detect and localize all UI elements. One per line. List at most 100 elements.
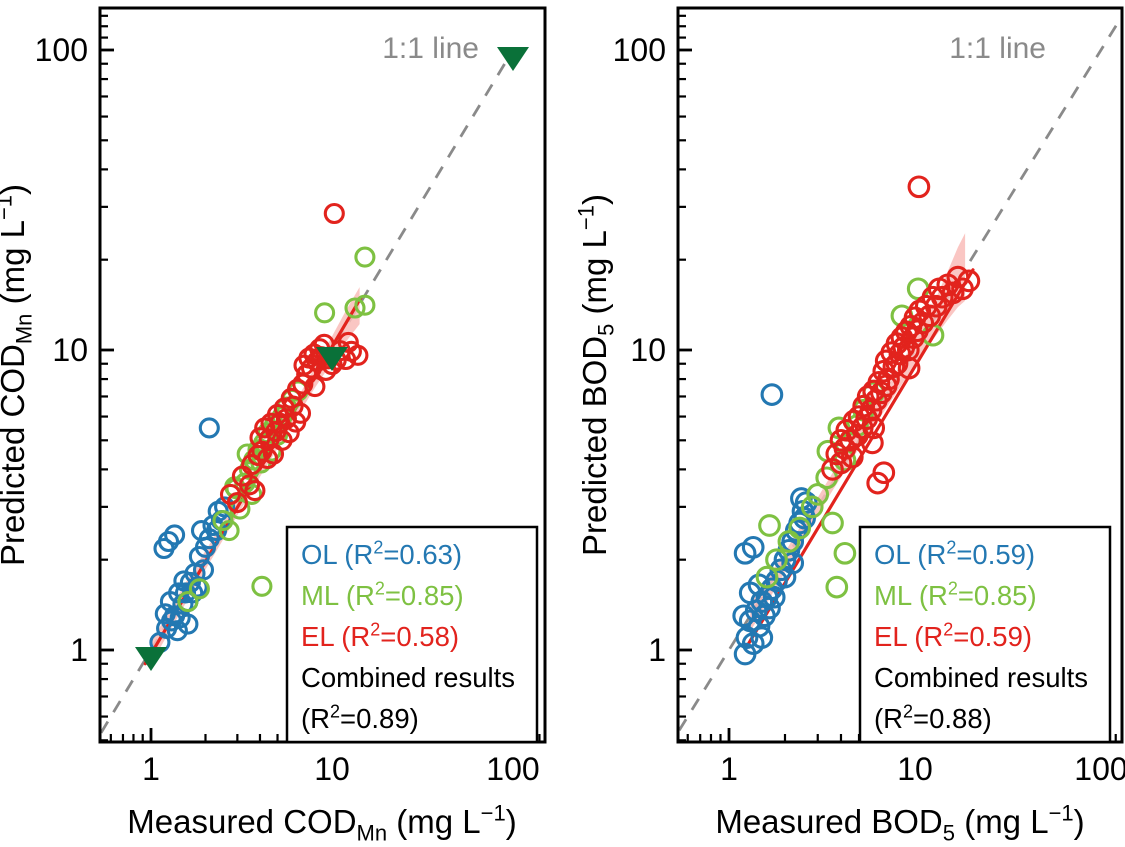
ol-data-point: [192, 559, 215, 581]
ml-data-point: [777, 530, 801, 553]
legend-entry-el: EL (R2=0.59): [874, 620, 1032, 652]
ol-data-point: [164, 524, 186, 546]
label-segment: =0.63): [383, 539, 462, 570]
one-to-one-triangle-marker: [135, 647, 167, 671]
y-tick-label: 1: [648, 632, 666, 668]
el-data-point: [861, 431, 884, 455]
label-segment: =0.59): [956, 539, 1035, 570]
label-segment: Measured COD: [127, 803, 356, 840]
ml-data-point: [765, 548, 788, 572]
legend-entry-combined-label: Combined results: [301, 662, 515, 693]
label-segment: =0.58): [380, 621, 459, 652]
label-segment: 2: [373, 538, 383, 558]
label-segment: 2: [370, 620, 380, 640]
label-segment: ML (R: [301, 580, 375, 611]
x-axis-label: Measured CODMn (mg L−1): [127, 801, 516, 846]
legend-entry-el: EL (R2=0.58): [301, 620, 459, 652]
y-tick-label: 100: [35, 32, 88, 68]
label-segment: ): [1074, 803, 1085, 840]
series-el: [219, 202, 369, 514]
label-segment: OL (R: [874, 539, 946, 570]
one-to-one-label: 1:1 line: [949, 32, 1046, 65]
el-data-point: [957, 269, 981, 293]
el-data-point: [244, 480, 266, 502]
el-data-point: [226, 492, 248, 514]
el-data-point: [323, 202, 345, 225]
el-data-point: [304, 376, 326, 398]
legend-entry-combined-r2: (R2=0.88): [874, 702, 992, 734]
label-segment: Predicted COD: [0, 344, 31, 566]
el-data-point: [872, 461, 896, 485]
el-data-point: [238, 474, 261, 496]
one-to-one-triangle-marker: [316, 347, 348, 371]
el-data-point: [278, 422, 300, 444]
label-segment: =0.59): [953, 621, 1032, 652]
ol-data-point: [750, 626, 774, 649]
label-segment: ): [506, 803, 517, 840]
x-axis-label: Measured BOD5 (mg L−1): [715, 801, 1084, 846]
label-segment: −1: [481, 801, 506, 826]
ml-data-point: [354, 246, 376, 268]
ml-data-point: [236, 443, 258, 465]
ml-data-point: [354, 294, 376, 316]
legend-box: [858, 525, 1112, 744]
label-segment: 2: [330, 702, 340, 722]
el-data-point: [930, 285, 954, 309]
x-tick-label: 10: [897, 751, 933, 787]
label-segment: OL (R: [301, 539, 373, 570]
series-el: [821, 175, 981, 495]
x-tick-label: 100: [486, 751, 539, 787]
ol-data-point: [190, 520, 213, 542]
ol-data-point: [166, 620, 188, 642]
label-segment: Measured BOD: [715, 803, 942, 840]
ol-data-point: [762, 585, 786, 609]
y-tick-label: 1: [70, 632, 88, 668]
legend-box: [285, 525, 539, 744]
label-segment: =0.88): [913, 703, 992, 734]
ol-data-point: [732, 604, 756, 628]
ol-data-point: [741, 535, 765, 559]
label-segment: 5: [593, 324, 618, 336]
ml-data-point: [314, 302, 336, 324]
label-segment: −1: [0, 195, 17, 220]
el-data-point: [840, 445, 864, 469]
ml-data-point: [755, 565, 779, 589]
label-segment: =0.89): [340, 703, 419, 734]
ol-data-point: [177, 613, 199, 635]
el-data-point: [289, 402, 312, 424]
label-segment: (mg L: [387, 803, 481, 840]
legend-entry-ml: ML (R2=0.85): [874, 579, 1037, 611]
label-segment: ML (R: [874, 580, 948, 611]
label-segment: ): [0, 184, 31, 195]
label-segment: −1: [574, 205, 599, 230]
el-data-point: [347, 344, 369, 366]
ml-data-point: [218, 520, 240, 542]
label-segment: 2: [948, 579, 958, 599]
ol-data-point: [198, 417, 220, 439]
legend-entry-ol: OL (R2=0.63): [301, 538, 462, 570]
ml-data-point: [821, 511, 844, 535]
one-to-one-label: 1:1 line: [382, 32, 479, 65]
ol-data-point: [735, 626, 759, 649]
ol-data-point: [153, 537, 175, 560]
label-segment: Mn: [11, 314, 36, 345]
ml-data-point: [177, 591, 199, 613]
y-tick-label: 100: [613, 32, 666, 68]
ml-data-point: [344, 297, 366, 319]
ol-data-point: [781, 551, 805, 575]
label-segment: (mg L: [576, 230, 613, 324]
x-tick-label: 100: [1074, 751, 1125, 787]
y-axis-label: Predicted BOD5 (mg L−1): [574, 194, 619, 556]
x-tick-label: 10: [314, 751, 350, 787]
label-segment: 2: [943, 620, 953, 640]
x-tick-label: 1: [142, 751, 160, 787]
x-tick-label: 1: [720, 751, 738, 787]
label-segment: 5: [943, 820, 955, 845]
label-segment: =0.85): [385, 580, 464, 611]
ol-data-point: [174, 582, 197, 604]
el-data-point: [897, 356, 921, 380]
y-tick-label: 10: [52, 332, 88, 368]
